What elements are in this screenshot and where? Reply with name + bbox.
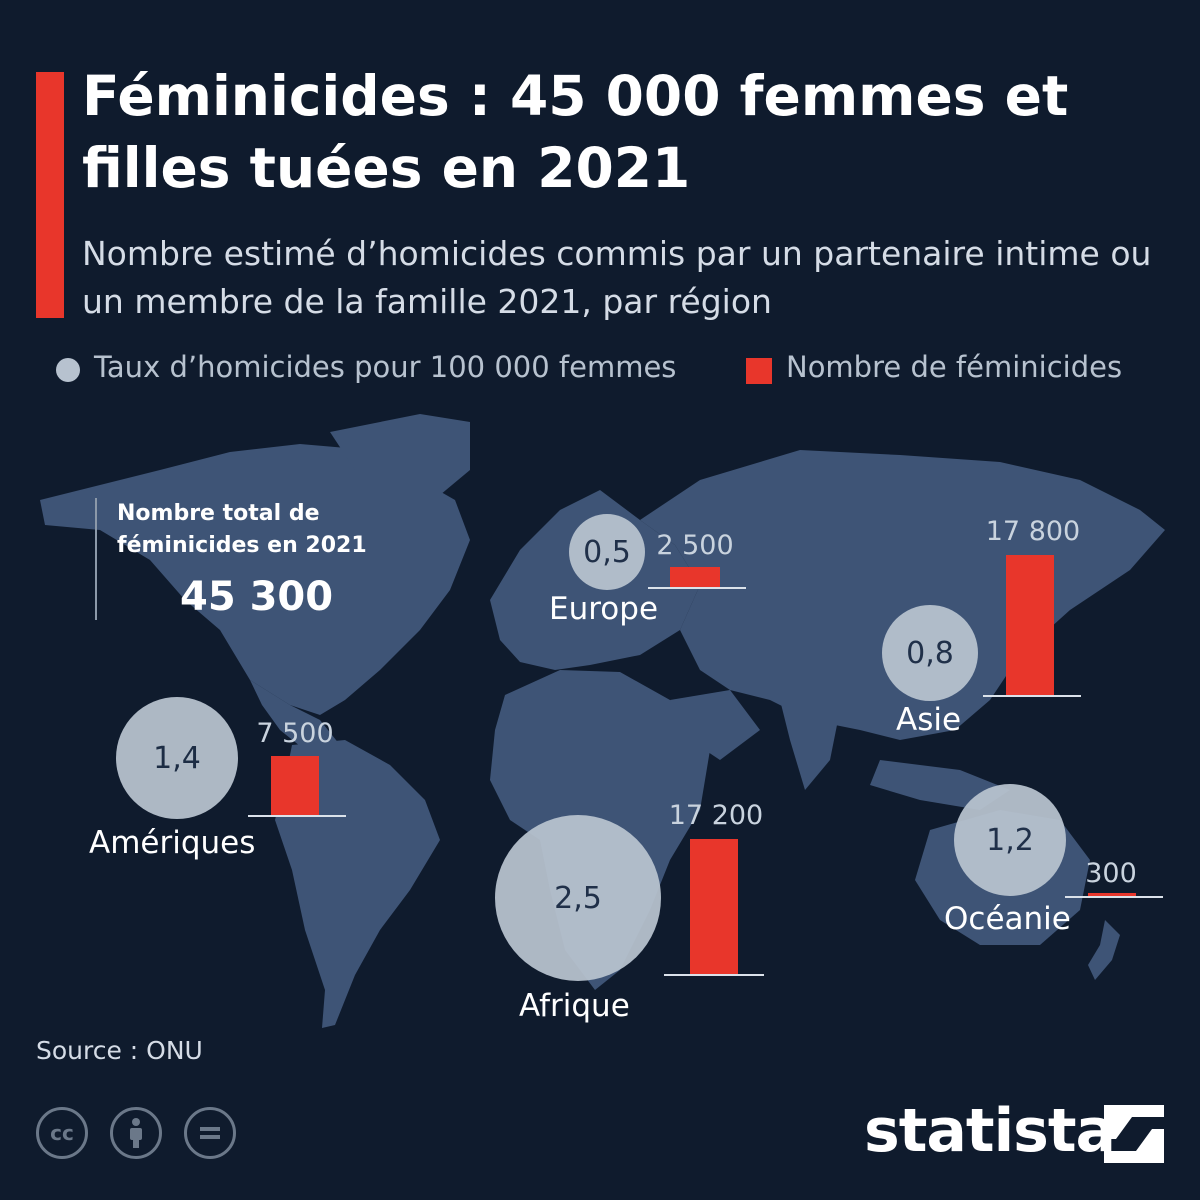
total-femicides-box: Nombre total de féminicides en 2021 45 3… [95,498,417,620]
region-label-africa: Afrique [519,988,630,1024]
rate-circle-oceania: 1,2 [954,784,1066,896]
baseline-oceania [1065,896,1163,898]
rate-circle-americas: 1,4 [116,697,238,819]
region-label-asia: Asie [896,702,962,738]
count-label-oceania: 300 [1085,858,1137,889]
rate-circle-africa: 2,5 [495,815,661,981]
central-america-shape [250,680,340,750]
baseline-europe [648,587,746,589]
count-bar-americas [271,756,319,815]
region-label-oceania: Océanie [944,901,1071,937]
rate-circle-asia: 0,8 [882,605,978,701]
rate-label-asia: 0,8 [906,635,954,671]
count-bar-oceania [1088,893,1136,896]
no-derivatives-icon[interactable] [184,1107,236,1159]
cc-icon[interactable]: cc [36,1107,88,1159]
title-accent-bar [36,72,64,318]
baseline-americas [248,815,346,817]
statista-logo-text[interactable]: statista [864,1096,1116,1166]
region-label-americas: Amériques [89,825,256,861]
statista-logo-icon [1104,1105,1164,1163]
count-bar-asia [1006,555,1054,695]
rate-circle-europe: 0,5 [569,514,645,590]
baseline-africa [664,974,764,976]
count-label-europe: 2 500 [656,530,734,561]
rate-label-oceania: 1,2 [986,822,1034,858]
asia-shape [640,450,1165,740]
india-shape [780,700,840,790]
page-title: Féminicides : 45 000 femmes et filles tu… [82,64,1069,200]
arabia-shape [670,690,760,760]
legend-rate-label: Taux d’homicides pour 100 000 femmes [94,350,677,384]
region-label-europe: Europe [549,591,659,627]
count-label-americas: 7 500 [256,718,334,749]
count-label-africa: 17 200 [668,800,764,831]
legend-count-label: Nombre de féminicides [786,350,1123,384]
count-label-asia: 17 800 [985,516,1081,547]
north-america-shape [40,444,470,715]
source-note: Source : ONU [36,1036,203,1065]
attribution-icon[interactable] [110,1107,162,1159]
baseline-asia [983,695,1081,697]
new-zealand-shape [1088,920,1120,980]
rate-label-americas: 1,4 [153,740,201,776]
rate-label-africa: 2,5 [554,880,602,916]
legend-rate-marker [56,358,80,382]
greenland-shape [330,414,470,500]
total-femicides-label: Nombre total de féminicides en 2021 [117,501,367,558]
count-bar-europe [670,567,720,587]
total-femicides-value: 45 300 [180,574,334,620]
rate-label-europe: 0,5 [583,534,631,570]
count-bar-africa [690,839,738,974]
legend-count-marker [746,358,772,384]
page-subtitle: Nombre estimé d’homicides commis par un … [82,234,1152,321]
